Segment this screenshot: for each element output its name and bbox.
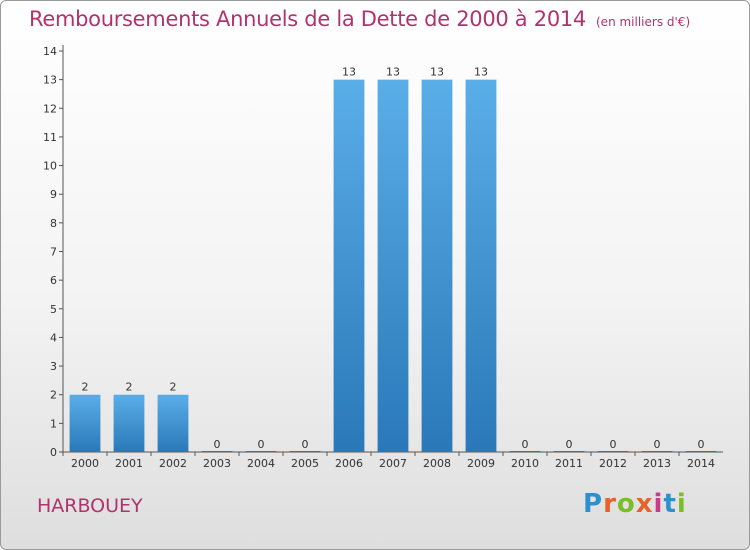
- y-tick-label: 5: [50, 303, 57, 316]
- chart-title-text: Remboursements Annuels de la Dette de 20…: [29, 7, 586, 31]
- logo-letter: t: [663, 489, 677, 519]
- bar: [377, 79, 409, 453]
- y-tick-label: 7: [50, 246, 57, 259]
- y-tick-label: 9: [50, 188, 57, 201]
- bar: [69, 394, 101, 452]
- bar: [333, 79, 365, 453]
- y-tick-label: 3: [50, 360, 57, 373]
- data-label: 0: [698, 438, 705, 451]
- data-label: 2: [126, 381, 133, 394]
- x-tick-label: 2000: [71, 457, 99, 470]
- data-label: 2: [82, 381, 89, 394]
- data-label: 0: [566, 438, 573, 451]
- data-label: 0: [302, 438, 309, 451]
- y-tick-label: 12: [43, 102, 57, 115]
- x-tick-label: 2006: [335, 457, 363, 470]
- data-label: 13: [342, 66, 356, 79]
- logo-letter: i: [676, 489, 687, 519]
- labels: 2000 2 2001 2 2002 2 2003 0 2004 0 2005 0 2006 13 2007…: [71, 66, 715, 470]
- y-tick-label: 6: [50, 274, 57, 287]
- x-tick-label: 2011: [555, 457, 583, 470]
- bar: [421, 79, 453, 453]
- logo-letter: x: [635, 489, 654, 519]
- x-tick-label: 2013: [643, 457, 671, 470]
- data-label: 2: [170, 381, 177, 394]
- bar: [157, 394, 189, 452]
- data-label: 13: [386, 66, 400, 79]
- chart-unit: (en milliers d'€): [596, 15, 691, 29]
- data-label: 0: [610, 438, 617, 451]
- y-tick-label: 0: [50, 446, 57, 459]
- data-label: 0: [258, 438, 265, 451]
- bar: [113, 394, 145, 452]
- y-tick-label: 1: [50, 417, 57, 430]
- x-tick-label: 2004: [247, 457, 275, 470]
- y-tick-label: 13: [43, 74, 57, 87]
- commune-name: HARBOUEY: [37, 495, 143, 517]
- x-tick-label: 2005: [291, 457, 319, 470]
- logo-letter: P: [583, 489, 604, 519]
- logo-letter: i: [653, 489, 664, 519]
- data-label: 0: [522, 438, 529, 451]
- proxiti-logo: Proxiti: [583, 489, 687, 519]
- x-tick-label: 2009: [467, 457, 495, 470]
- x-tick-label: 2001: [115, 457, 143, 470]
- bar: [465, 79, 497, 453]
- data-label: 13: [430, 66, 444, 79]
- x-tick-label: 2007: [379, 457, 407, 470]
- logo-letter: o: [616, 489, 636, 519]
- x-tick-label: 2008: [423, 457, 451, 470]
- logo-letter: r: [603, 489, 617, 519]
- y-tick-label: 4: [50, 331, 57, 344]
- x-tick-label: 2012: [599, 457, 627, 470]
- x-tick-label: 2002: [159, 457, 187, 470]
- x-tick-label: 2003: [203, 457, 231, 470]
- data-label: 0: [654, 438, 661, 451]
- bars: [69, 79, 717, 453]
- y-tick-label: 10: [43, 160, 57, 173]
- data-label: 13: [474, 66, 488, 79]
- chart-title: Remboursements Annuels de la Dette de 20…: [29, 7, 690, 31]
- x-tick-label: 2010: [511, 457, 539, 470]
- data-label: 0: [214, 438, 221, 451]
- x-tick-label: 2014: [687, 457, 715, 470]
- y-tick-label: 2: [50, 389, 57, 402]
- y-tick-label: 11: [43, 131, 57, 144]
- y-tick-label: 8: [50, 217, 57, 230]
- y-tick-label: 14: [43, 45, 57, 58]
